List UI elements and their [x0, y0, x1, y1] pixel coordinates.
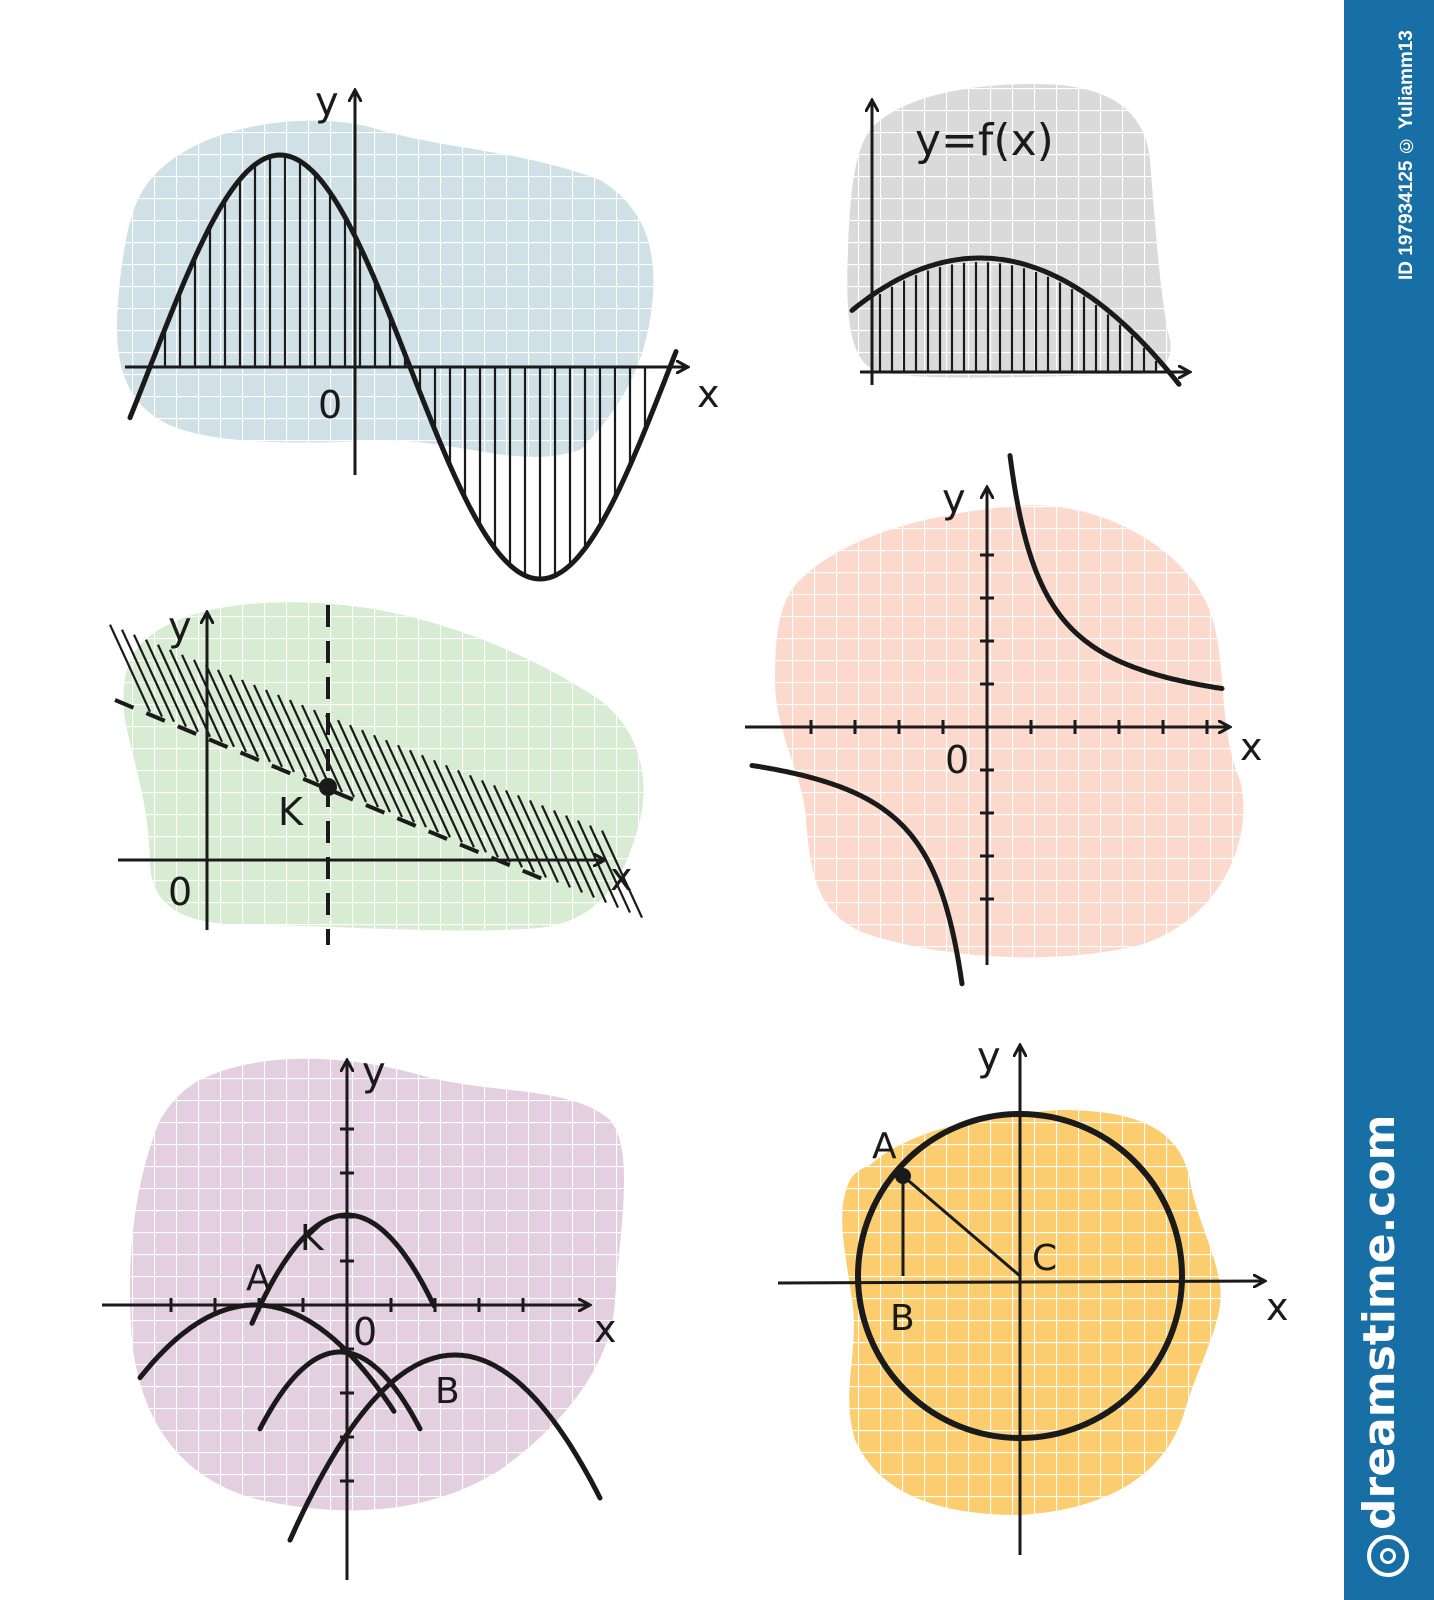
hatch-line — [469, 774, 511, 863]
hatch-line — [277, 694, 319, 783]
hatch-line — [397, 744, 439, 833]
hatch-line — [337, 719, 379, 808]
inequality-x-label: x — [610, 855, 633, 899]
hatch-line — [373, 734, 415, 823]
hatch-line — [265, 689, 307, 778]
parabola-upper-wide — [287, 1352, 603, 1543]
inequality-region-hatching — [109, 624, 643, 919]
hyperbola-grid — [775, 505, 1244, 958]
hatch-line — [181, 654, 223, 743]
hyperbola-branch-upper-right — [1007, 453, 1225, 691]
hyperbola-graph-panel: y x 0 — [745, 453, 1263, 987]
hatch-line — [121, 629, 163, 718]
circle-c-label: C — [1032, 1238, 1057, 1279]
hyperbola-y-label: y — [942, 476, 966, 522]
parabolas-y-label: y — [362, 1049, 386, 1095]
hatch-line — [169, 649, 211, 738]
parabolas-x-label: x — [594, 1307, 617, 1351]
sine-origin-label: 0 — [318, 383, 342, 427]
hatch-line — [133, 634, 175, 723]
circle-a-label: A — [872, 1126, 897, 1167]
parabolas-a-label: A — [246, 1258, 271, 1299]
hatch-line — [313, 709, 355, 798]
sine-graph-panel: y x 0 — [116, 79, 720, 582]
hatch-line — [529, 800, 571, 888]
inequality-origin-label: 0 — [168, 870, 192, 914]
parabolas-grid — [129, 1058, 625, 1511]
hyperbola-x-label: x — [1240, 725, 1263, 769]
circle-point-a — [895, 1168, 911, 1184]
hatch-line — [109, 624, 151, 713]
parabolas-b-label: B — [435, 1371, 460, 1412]
parabolas-k-label: K — [300, 1218, 325, 1259]
hatch-line — [505, 789, 547, 878]
sine-x-label: x — [697, 372, 720, 416]
hatch-line — [589, 825, 631, 914]
inequality-grid — [123, 602, 644, 931]
hyperbola-axis-ticks — [809, 553, 1209, 901]
circle-b-label: B — [890, 1298, 915, 1339]
hatch-line — [361, 729, 403, 818]
fx-curve — [849, 255, 1182, 387]
hatch-line — [457, 769, 499, 858]
inequality-boundary-line — [114, 698, 546, 882]
circle-radius-ca — [902, 1174, 1021, 1278]
hatch-line — [145, 639, 187, 728]
hatch-line — [409, 749, 451, 838]
inequality-point-k — [319, 778, 337, 796]
parabolas-axis-ticks — [169, 1127, 525, 1483]
circle-x-label: x — [1266, 1285, 1289, 1329]
hatch-line — [241, 679, 283, 768]
watermark-sidebar: ID 197934125 © Yuliamm13 dreamstime.com — [1344, 0, 1434, 1600]
hatch-line — [325, 714, 367, 803]
hatch-line — [349, 724, 391, 813]
fx-formula: y=f(x) — [915, 115, 1054, 166]
inequality-y-label: y — [168, 604, 192, 650]
hatch-line — [445, 764, 487, 853]
hatch-line — [541, 805, 583, 893]
hatch-line — [193, 659, 235, 748]
sine-curve — [127, 152, 679, 582]
hatch-line — [601, 830, 643, 919]
hyperbola-origin-label: 0 — [945, 738, 969, 782]
fx-area-hatching — [878, 262, 1158, 372]
hatch-line — [481, 779, 523, 868]
brand-watermark: dreamstime.com — [1354, 1114, 1405, 1530]
hatch-line — [553, 810, 595, 898]
hyperbola-branch-lower-left — [749, 763, 965, 987]
hatch-line — [301, 704, 343, 793]
hatch-line — [433, 759, 475, 848]
inequality-k-label: K — [278, 790, 304, 834]
hatch-line — [205, 664, 247, 753]
hatch-line — [517, 794, 559, 883]
parabola-lower-narrow — [257, 1349, 423, 1432]
parabolas-origin-label: 0 — [353, 1310, 377, 1354]
sine-y-label: y — [315, 79, 339, 125]
sine-area-hatching — [163, 155, 647, 579]
circle-y-label: y — [977, 1034, 1001, 1080]
spiral-logo-icon — [1367, 1535, 1409, 1577]
sine-grid — [116, 120, 654, 457]
hatch-line — [421, 754, 463, 843]
hatch-line — [493, 784, 535, 873]
hatch-line — [253, 684, 295, 773]
circle-graph-panel: y x A B C — [777, 1034, 1289, 1555]
inequality-graph-panel: y x 0 K — [109, 602, 644, 945]
image-id-credit: ID 197934125 © Yuliamm13 — [1396, 30, 1417, 280]
hatch-line — [217, 669, 259, 758]
hatch-line — [385, 739, 427, 828]
fx-graph-panel: y=f(x) — [847, 84, 1190, 387]
hatch-line — [229, 674, 271, 763]
parabola-upper-narrow — [249, 1212, 437, 1326]
hatch-line — [289, 699, 331, 788]
math-graphs-illustration: y x 0 y=f(x) y x 0 K y x — [102, 79, 1289, 1580]
parabolas-graph-panel: y x 0 A K B — [102, 1049, 625, 1580]
hatch-line — [157, 644, 199, 733]
